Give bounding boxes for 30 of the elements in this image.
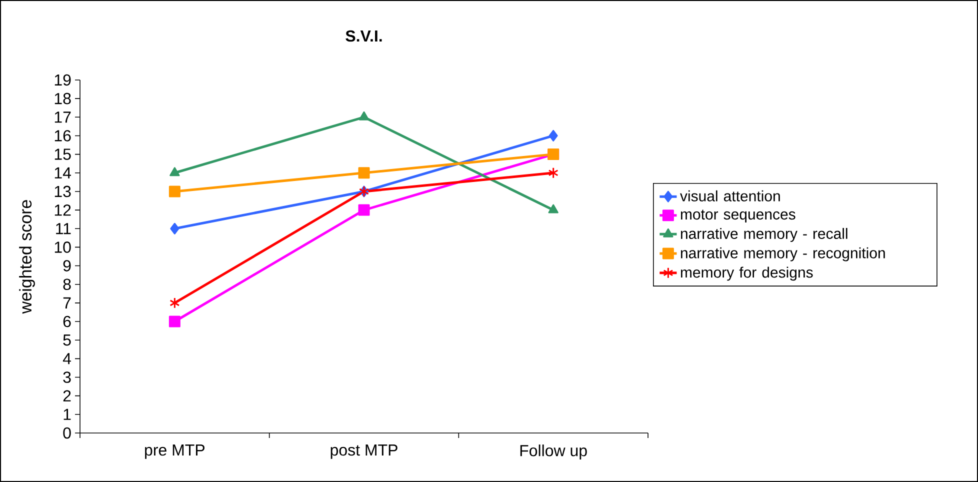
y-tick-label: 15: [54, 148, 71, 160]
x-tick-label: pre MTP: [145, 444, 204, 459]
y-tick-label: 16: [54, 130, 71, 142]
y-tick-label: 4: [62, 353, 71, 364]
legend-label: memory for designs: [680, 266, 813, 281]
legend-label: narrative memory - recognition: [680, 247, 885, 262]
y-tick-label: 12: [54, 204, 71, 216]
y-tick-label: 13: [54, 186, 71, 198]
chart-title: S.V.I.: [346, 30, 382, 42]
y-tick-label: 2: [63, 390, 71, 402]
y-tick-label: 8: [63, 278, 71, 290]
y-tick-label: 6: [63, 316, 71, 328]
y-tick-label: 7: [63, 297, 71, 308]
legend-label: visual attention: [680, 190, 780, 202]
y-tick-label: 3: [63, 372, 71, 383]
legend-label: narrative memory - recall: [680, 228, 848, 242]
legend-label: motor sequences: [680, 210, 796, 223]
y-tick-label: 5: [63, 334, 71, 346]
y-tick-label: 11: [56, 223, 71, 234]
y-tick-label: 14: [54, 167, 71, 178]
y-tick-label: 1: [64, 408, 71, 420]
y-axis-title: weighted score: [19, 200, 35, 314]
y-tick-label: 19: [54, 74, 71, 86]
x-tick-label: post MTP: [330, 444, 398, 459]
y-tick-label: 0: [63, 427, 71, 439]
y-tick-label: 17: [54, 112, 71, 123]
x-tick-label: Follow up: [520, 444, 587, 460]
y-tick-label: 18: [54, 92, 71, 104]
y-tick-label: 9: [63, 260, 71, 272]
y-tick-label: 10: [54, 242, 71, 253]
